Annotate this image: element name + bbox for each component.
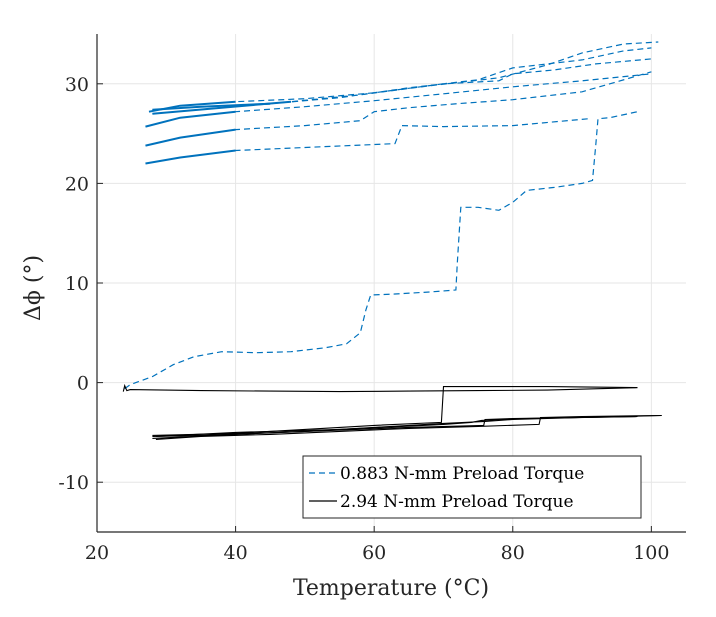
ticks: 20 40 60 80 100 -10 0 10 20 30 bbox=[58, 74, 669, 564]
series-1-start bbox=[145, 149, 236, 165]
x-axis-label: Temperature (°C) bbox=[293, 576, 489, 601]
y-axis-label: Δϕ (°) bbox=[21, 255, 46, 321]
series-2-line bbox=[155, 414, 662, 440]
series-2-line bbox=[122, 383, 638, 393]
x-tick-label: 60 bbox=[362, 542, 386, 564]
series-1-line bbox=[152, 47, 652, 111]
y-tick-label: 0 bbox=[77, 373, 89, 395]
legend: 0.883 N-mm Preload Torque 2.94 N-mm Prelo… bbox=[302, 455, 642, 519]
series-1-line bbox=[148, 58, 652, 113]
series-1-start bbox=[145, 128, 236, 147]
legend-label-1: 0.883 N-mm Preload Torque bbox=[340, 464, 584, 484]
series-1-line bbox=[145, 73, 652, 128]
series-1-line bbox=[124, 111, 638, 390]
series-1-start bbox=[152, 100, 292, 115]
x-tick-label: 80 bbox=[501, 542, 525, 564]
y-tick-label: 20 bbox=[65, 173, 89, 195]
y-tick-label: 10 bbox=[65, 273, 89, 295]
legend-label-2: 2.94 N-mm Preload Torque bbox=[340, 492, 574, 512]
series-1-start bbox=[145, 110, 236, 128]
plot-area bbox=[122, 41, 662, 440]
x-tick-label: 100 bbox=[633, 542, 669, 564]
series-2-line bbox=[152, 415, 638, 437]
x-tick-label: 40 bbox=[223, 542, 247, 564]
x-tick-label: 20 bbox=[85, 542, 109, 564]
series-2-line bbox=[152, 386, 638, 436]
y-tick-label: 30 bbox=[65, 74, 89, 96]
legend-box bbox=[302, 455, 642, 519]
y-tick-label: -10 bbox=[58, 472, 89, 494]
series-1-line bbox=[145, 118, 590, 165]
